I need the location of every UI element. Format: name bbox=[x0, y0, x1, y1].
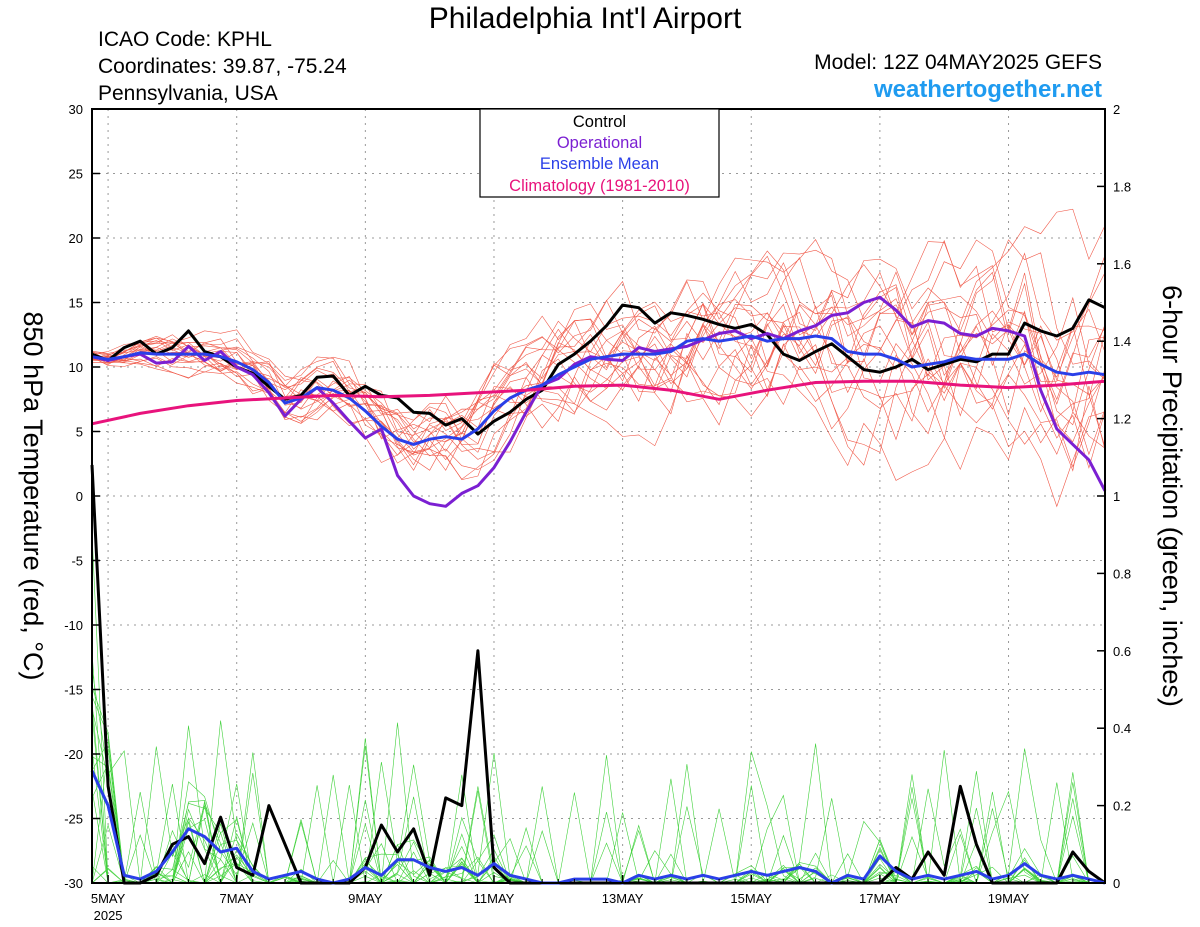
y2-tick-label: 1 bbox=[1113, 489, 1120, 504]
x-tick-label: 15MAY bbox=[730, 891, 772, 906]
y2-tick-label: 1.2 bbox=[1113, 412, 1131, 427]
y2-tick-label: 0.8 bbox=[1113, 566, 1131, 581]
legend-operational: Operational bbox=[557, 134, 642, 152]
y2-tick-label: 0.6 bbox=[1113, 644, 1131, 659]
y2-tick-label: 1.6 bbox=[1113, 257, 1131, 272]
operational-temp-line bbox=[91, 295, 1107, 508]
station-coordinates: Coordinates: 39.87, -75.24 bbox=[98, 55, 347, 78]
member-temp-line bbox=[91, 292, 1106, 471]
member-precip-line bbox=[91, 687, 1105, 884]
x-tick-label: 7MAY bbox=[219, 891, 254, 906]
y-tick-label: 10 bbox=[69, 360, 83, 375]
ensemble-members bbox=[91, 208, 1106, 885]
member-temp-line bbox=[91, 249, 1106, 443]
chart-title: Philadelphia Int'l Airport bbox=[428, 2, 742, 35]
y-tick-label: 5 bbox=[76, 425, 83, 440]
ensemble-mean-temp-line bbox=[91, 334, 1106, 446]
station-icao: ICAO Code: KPHL bbox=[98, 28, 272, 51]
member-temp-line bbox=[91, 257, 1106, 456]
legend-control: Control bbox=[573, 113, 626, 131]
y-tick-label: -25 bbox=[64, 812, 83, 827]
member-temp-line bbox=[91, 312, 1106, 471]
y2-tick-label: 0.2 bbox=[1113, 799, 1131, 814]
x-tick-label: 19MAY bbox=[988, 891, 1030, 906]
y-tick-label: 15 bbox=[69, 296, 83, 311]
member-precip-line bbox=[91, 696, 1105, 884]
site-name: weathertogether.net bbox=[873, 76, 1102, 103]
member-temp-line bbox=[91, 272, 1106, 461]
legend-ensemble-mean: Ensemble Mean bbox=[540, 155, 659, 173]
member-temp-line bbox=[91, 262, 1106, 463]
y-tick-label: 0 bbox=[76, 489, 83, 504]
legend-climatology: Climatology (1981-2010) bbox=[509, 177, 690, 195]
legend-box bbox=[479, 108, 720, 198]
y2-tick-label: 1.8 bbox=[1113, 179, 1131, 194]
y2-tick-label: 0 bbox=[1113, 876, 1120, 891]
member-precip-line bbox=[91, 738, 1106, 884]
member-temp-line bbox=[91, 208, 1106, 466]
member-temp-line bbox=[91, 239, 1106, 480]
y2-tick-label: 1.4 bbox=[1113, 334, 1131, 349]
member-temp-line bbox=[91, 252, 1106, 430]
climatology-1981-2010-temp-line bbox=[91, 379, 1106, 426]
member-temp-line bbox=[91, 258, 1106, 441]
member-temp-line bbox=[91, 304, 1106, 447]
y-tick-label: -20 bbox=[64, 747, 83, 762]
y-tick-label: 20 bbox=[69, 231, 83, 246]
y2-tick-label: 0.4 bbox=[1113, 721, 1131, 736]
y-axis-title: 850 hPa Temperature (red, °C) bbox=[18, 312, 48, 681]
gridlines bbox=[92, 109, 1105, 883]
x-tick-sublabel: 2025 bbox=[94, 908, 123, 923]
y2-axis-title: 6-hour Precipitation (green, inches) bbox=[1157, 285, 1187, 707]
member-temp-line bbox=[91, 239, 1106, 452]
x-tick-label: 5MAY bbox=[91, 891, 126, 906]
member-precip-line bbox=[91, 743, 1105, 884]
series-lines bbox=[90, 295, 1107, 885]
model-run: Model: 12Z 04MAY2025 GEFS bbox=[814, 51, 1102, 74]
y-tick-label: -30 bbox=[64, 876, 83, 891]
x-tick-label: 11MAY bbox=[474, 891, 515, 906]
control-temp-line bbox=[91, 298, 1106, 436]
y-tick-label: -5 bbox=[71, 554, 83, 569]
axis-ticks: 302520151050-5-10-15-20-25-3021.81.61.41… bbox=[64, 102, 1131, 923]
x-tick-label: 13MAY bbox=[602, 891, 644, 906]
y-tick-label: 25 bbox=[69, 167, 83, 182]
y-tick-label: -10 bbox=[64, 618, 83, 633]
x-tick-label: 17MAY bbox=[859, 891, 901, 906]
x-tick-label: 9MAY bbox=[348, 891, 383, 906]
legend: Control Operational Ensemble Mean Climat… bbox=[479, 108, 720, 198]
member-temp-line bbox=[91, 239, 1106, 481]
y-tick-label: -15 bbox=[64, 683, 83, 698]
y2-tick-label: 2 bbox=[1113, 102, 1120, 117]
station-region: Pennsylvania, USA bbox=[98, 82, 278, 105]
ensemble-mean-precip-line bbox=[90, 770, 1106, 885]
y-tick-label: 30 bbox=[69, 102, 83, 117]
